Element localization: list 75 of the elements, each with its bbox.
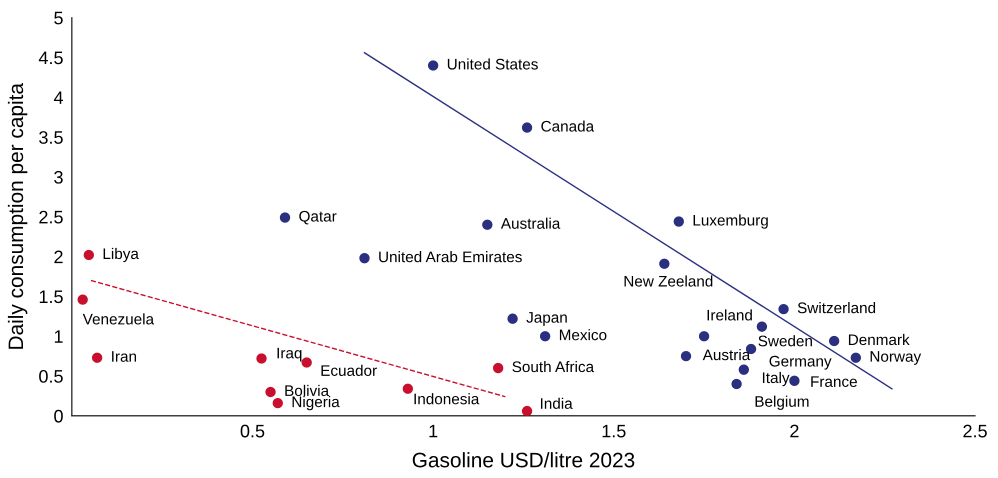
- annotation: Iran: [112, 351, 136, 362]
- point: [92, 352, 102, 363]
- annotation: Ireland: [708, 309, 752, 321]
- point: [482, 220, 492, 230]
- point: [507, 314, 518, 324]
- annotation: United States: [448, 58, 538, 70]
- annotation: France: [811, 376, 857, 388]
- point: [540, 331, 550, 342]
- point: [428, 60, 438, 71]
- annotation: Iraq: [278, 348, 302, 362]
- point: [78, 294, 88, 305]
- point: [674, 216, 684, 227]
- x-axis-title: Gasoline USD/litre 2023: [412, 452, 634, 468]
- annotation: Libya: [104, 248, 139, 262]
- annotation: Norway: [870, 351, 922, 365]
- point: [738, 364, 749, 375]
- point: [789, 376, 800, 386]
- y-tick-label: 3: [54, 170, 63, 184]
- y-tick-label: 4.5: [38, 52, 63, 64]
- point: [850, 352, 861, 363]
- point: [778, 304, 789, 314]
- point: [522, 122, 532, 133]
- y-tick-label: 2: [54, 250, 63, 264]
- point: [756, 322, 768, 332]
- point: [402, 384, 413, 394]
- annotation: Mexico: [560, 329, 606, 340]
- x-tick-label: 2.5: [963, 424, 987, 438]
- point: [359, 253, 370, 264]
- annotation: Austria: [702, 349, 750, 360]
- annotation: Japan: [526, 312, 567, 326]
- y-tick-label: 0: [54, 410, 63, 423]
- point: [493, 362, 504, 374]
- point: [84, 250, 94, 260]
- y-axis-title: Daily consumption per capita: [8, 83, 28, 349]
- annotation: Indonesia: [414, 393, 480, 404]
- point: [265, 386, 276, 398]
- annotation: Bolivia: [285, 384, 330, 396]
- y-tick-label: 0.5: [39, 370, 63, 383]
- x-tick-label: 1.5: [602, 424, 626, 438]
- x-tick-label: 0.5: [240, 424, 264, 438]
- annotation: Qatar: [299, 210, 337, 224]
- point: [522, 406, 532, 416]
- y-tick-label: 2.5: [39, 210, 63, 224]
- x-tick-label: 1: [429, 424, 438, 438]
- annotation: Canada: [541, 120, 594, 132]
- y-tick-label: 4: [54, 91, 63, 104]
- annotation: United Arab Emirates: [379, 251, 522, 262]
- y-tick-label: 3.5: [39, 131, 63, 144]
- point: [272, 398, 283, 408]
- annotation: Belgium: [756, 396, 808, 410]
- annotation: Sweden: [758, 335, 812, 346]
- annotation: Germany: [770, 356, 832, 370]
- point: [829, 336, 840, 346]
- annotation: South Africa: [512, 360, 594, 372]
- y-tick-label: 1.5: [40, 290, 63, 304]
- annotation: New Zeeland: [624, 275, 712, 287]
- x-tick-label: 2: [790, 424, 799, 438]
- annotation: Italy: [762, 372, 790, 386]
- point: [256, 353, 267, 364]
- point: [698, 331, 710, 342]
- annotation: Denmark: [848, 334, 910, 346]
- annotation: Ecuador: [321, 364, 377, 376]
- annotation: Nigeria: [292, 396, 340, 410]
- point: [280, 212, 290, 223]
- annotation: Australia: [500, 218, 560, 229]
- point: [731, 378, 742, 390]
- annotation: Venezuela: [82, 313, 154, 325]
- annotation: India: [540, 398, 573, 409]
- y-tick-label: 5: [54, 12, 63, 24]
- point: [302, 357, 312, 368]
- point: [659, 258, 670, 269]
- point: [680, 350, 692, 362]
- y-tick-label: 1: [54, 330, 63, 343]
- annotation: Luxemburg: [694, 214, 768, 229]
- annotation: Switzerland: [798, 302, 876, 314]
